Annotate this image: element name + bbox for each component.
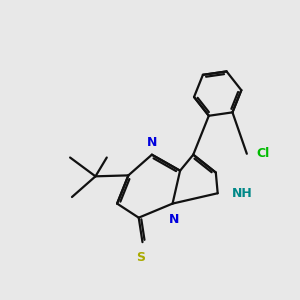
Text: N: N [169,213,179,226]
Text: N: N [147,136,157,149]
Text: NH: NH [232,187,252,200]
Text: Cl: Cl [257,147,270,160]
Text: S: S [136,251,145,264]
